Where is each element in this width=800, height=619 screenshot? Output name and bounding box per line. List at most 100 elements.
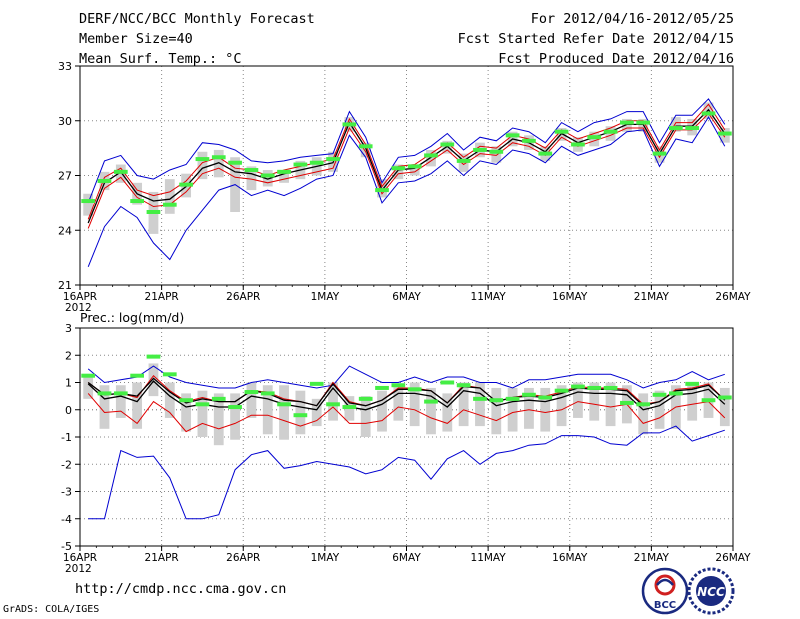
spread-box [524, 387, 534, 429]
forecast-period: For 2012/04/16-2012/05/25 [530, 11, 734, 27]
spread-box [654, 390, 665, 429]
spread-box [377, 390, 387, 432]
spread-box [148, 363, 159, 397]
observed-marker [717, 395, 732, 400]
source-url[interactable]: http://cmdp.ncc.cma.gov.cn [75, 581, 287, 597]
series-upper-line [87, 374, 726, 407]
observed-marker [538, 395, 553, 400]
observed-marker [636, 120, 651, 125]
y-tick-label: 30 [58, 115, 72, 128]
spread-box [360, 142, 371, 158]
observed-marker [473, 396, 487, 401]
spread-box [197, 151, 208, 180]
spread-box [279, 170, 289, 183]
forecast-title: DERF/NCC/BCC Monthly Forecast [79, 11, 315, 27]
spread-box [132, 382, 143, 429]
observed-marker [571, 384, 585, 389]
observed-marker [326, 402, 340, 407]
x-tick-year-label: 2012 [65, 563, 92, 575]
observed-marker [391, 166, 406, 171]
observed-marker [293, 413, 308, 418]
spread-box [442, 140, 453, 154]
observed-marker [489, 398, 504, 403]
spread-box [246, 382, 257, 418]
observed-marker [342, 405, 357, 410]
spread-box [475, 382, 485, 427]
observed-marker [505, 133, 520, 138]
spread-box [605, 382, 616, 427]
spread-box [230, 393, 240, 440]
x-tick-label: 1MAY [311, 552, 340, 564]
spread-box [491, 387, 502, 435]
header-right: For 2012/04/16-2012/05/25 Fcst Started R… [458, 9, 734, 69]
observed-marker [669, 391, 683, 396]
ncc-logo-text: NCC [697, 585, 725, 599]
observed-marker [505, 396, 520, 401]
y-tick-label: 33 [58, 60, 72, 73]
observed-marker [685, 381, 700, 386]
spread-box [83, 193, 94, 216]
observed-marker [440, 142, 455, 147]
x-tick-label: 1MAY [311, 291, 340, 303]
observed-marker [717, 131, 732, 136]
observed-marker [309, 160, 324, 165]
spread-box [556, 385, 567, 427]
spread-box [311, 398, 322, 427]
observed-marker [81, 199, 96, 204]
x-tick-label: 26MAY [715, 291, 751, 303]
series-lower-line [87, 112, 726, 229]
y-tick-label: 3 [65, 322, 72, 335]
spread-box [491, 146, 502, 163]
series-max-line [87, 365, 725, 389]
observed-marker [195, 157, 210, 162]
observed-marker [146, 210, 161, 214]
y-tick-label: 2 [65, 349, 72, 362]
observed-marker [391, 383, 406, 388]
observed-marker [277, 402, 291, 407]
observed-marker [81, 373, 96, 378]
series-mean-line [87, 108, 726, 224]
spread-box [540, 387, 551, 432]
observed-marker [211, 155, 226, 160]
spread-box [458, 382, 469, 427]
x-tick-label: 16APR [63, 552, 97, 564]
observed-marker [669, 126, 683, 131]
observed-marker [228, 405, 242, 410]
spread-box [426, 149, 436, 167]
header-left: DERF/NCC/BCC Monthly Forecast Member Siz… [79, 9, 315, 69]
y-tick-label: -2 [61, 458, 72, 471]
spread-box [213, 149, 224, 178]
series-min-line [88, 425, 725, 520]
observed-marker [489, 149, 504, 154]
observed-marker [130, 373, 144, 378]
spread-box [393, 385, 404, 421]
observed-marker [701, 111, 716, 116]
spread-box [328, 382, 338, 421]
observed-marker [358, 396, 373, 401]
spread-box [164, 382, 175, 418]
precip-panel-title: Prec.: log(mm/d) [80, 310, 184, 325]
spread-box [426, 387, 436, 435]
x-tick-label: 11MAY [471, 291, 507, 303]
series-max-line [87, 98, 726, 204]
y-tick-label: -3 [61, 486, 72, 499]
observed-marker [554, 388, 569, 393]
spread-box [197, 390, 208, 437]
observed-marker [358, 144, 373, 149]
ncc-logo: NCC [687, 567, 735, 615]
observed-marker [571, 142, 585, 147]
x-tick-label: 6MAY [392, 291, 421, 303]
spread-box [181, 393, 192, 432]
observed-marker [620, 400, 634, 405]
observed-marker [146, 354, 161, 359]
observed-marker [179, 182, 193, 187]
observed-marker [113, 169, 128, 174]
y-tick-label: 21 [58, 279, 72, 292]
observed-marker [97, 178, 112, 183]
series-lower-line [87, 393, 726, 433]
spread-box [262, 170, 273, 187]
grads-credit: GrADS: COLA/IGES [3, 604, 100, 615]
variable-label: Mean Surf. Temp.: °C [79, 51, 242, 67]
